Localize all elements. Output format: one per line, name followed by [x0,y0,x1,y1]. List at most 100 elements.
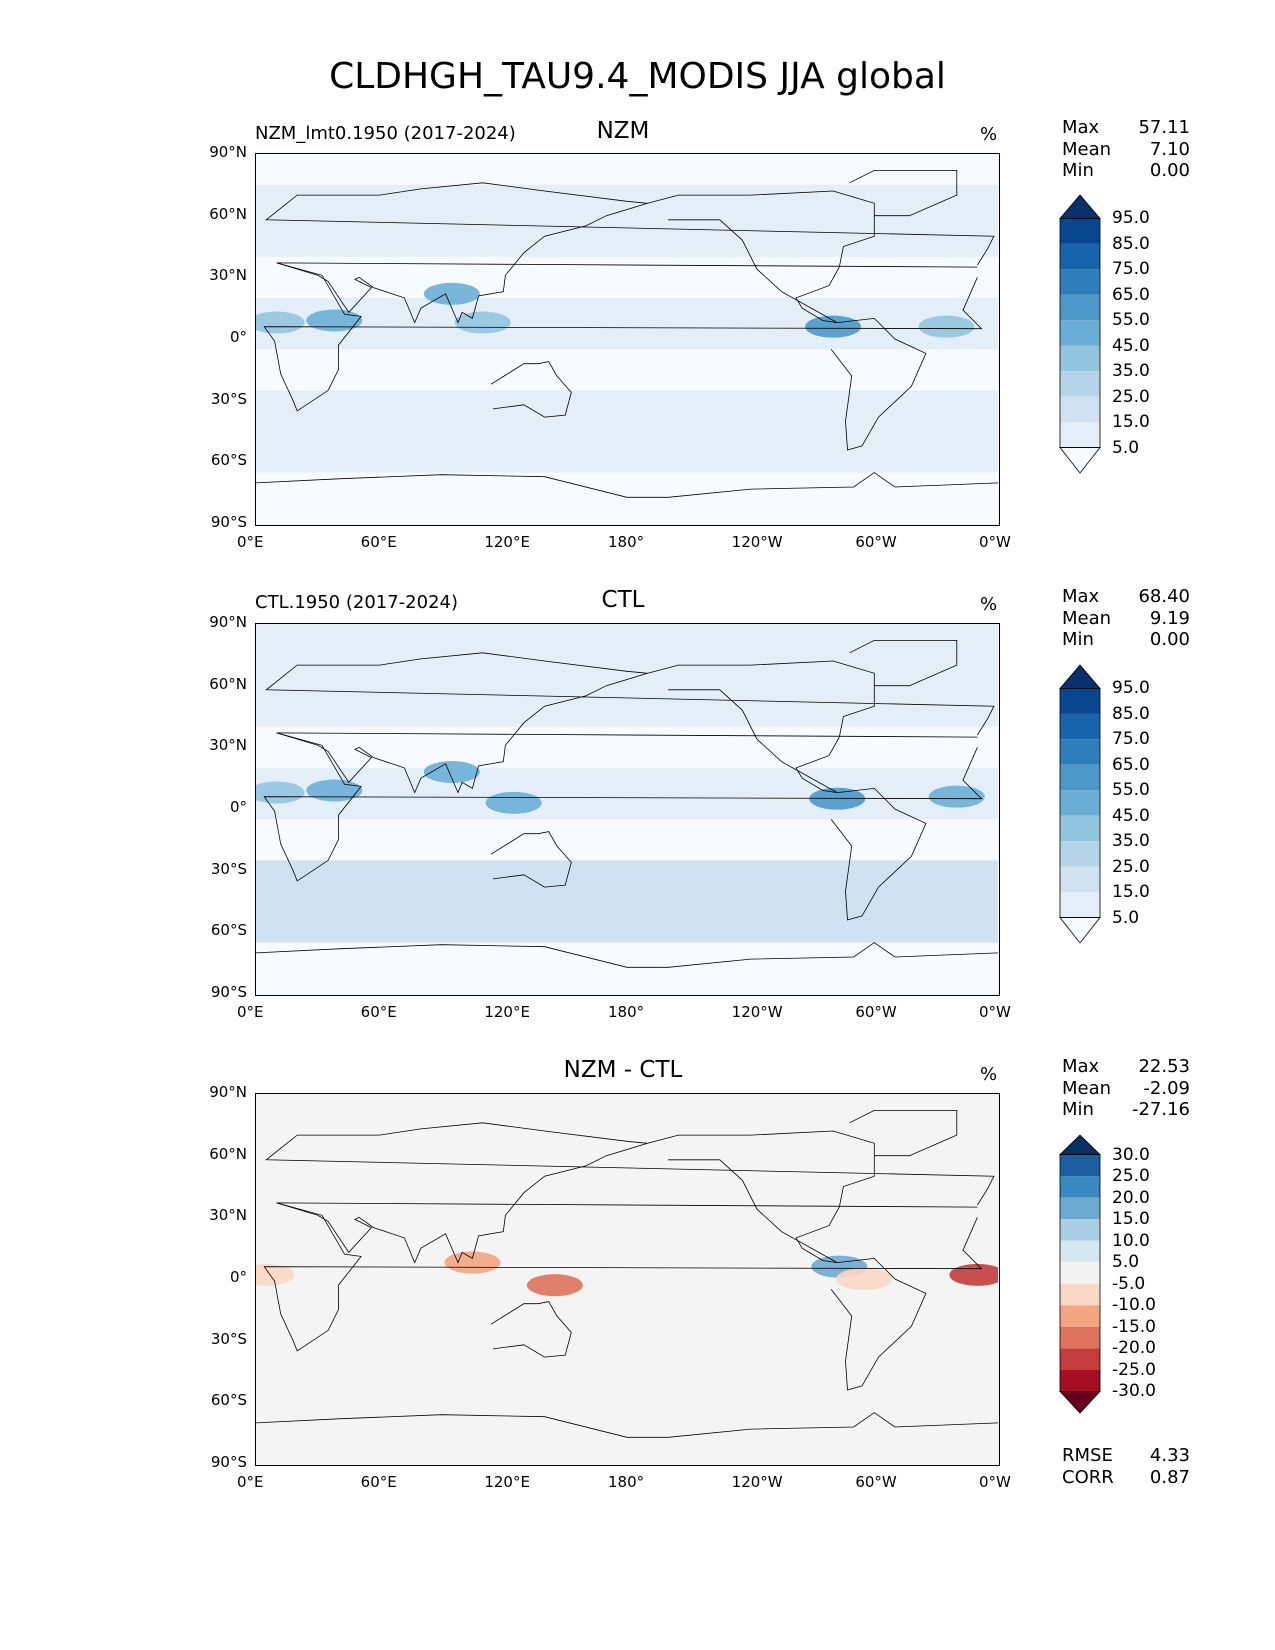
y-tick-label: 30°N [209,736,247,755]
colorbar-outline [1059,688,1101,918]
colorbar-tick-label: 65.0 [1112,284,1150,305]
y-tick-label: 60°S [210,451,247,470]
colorbar-segment [1060,1305,1100,1327]
lat-band [256,472,998,524]
colorbar-tick-label: 15.0 [1112,412,1150,433]
coastline [490,831,572,888]
colorbar-segment [1060,243,1100,270]
colorbar-tick-label: 75.0 [1112,259,1150,280]
colorbar-segment [1060,1262,1100,1284]
stat-label: Mean [1062,607,1112,629]
y-tick-label: 60°S [210,1391,247,1410]
colorbar-tick-label: -10.0 [1112,1295,1156,1316]
x-tick-label: 60°E [360,533,397,551]
y-tick-label: 60°N [209,674,247,693]
colorbar-tick-label: -15.0 [1112,1316,1156,1337]
metric-label: RMSE [1062,1445,1113,1466]
colorbar-segment [1060,1219,1100,1241]
lat-band [256,154,998,185]
colorbar-segment [1060,841,1100,867]
stat-value: 7.10 [1149,138,1190,160]
y-tick-label: 90°N [209,1083,247,1101]
panel-1-subtitle: NZM_lmt0.1950 (2017-2024) [255,123,516,144]
colorbar-tick-label: 25.0 [1112,386,1150,407]
colorbar-outline [1059,1154,1101,1392]
panel-2-title: CTL [601,587,645,613]
panel-3-map [255,1093,1000,1466]
colorbar-segment [1060,1154,1100,1177]
coastline [849,169,958,217]
coastline [256,942,998,968]
y-tick-label: 30°S [210,389,247,408]
lat-band [256,819,998,861]
stat-value: 22.53 [1138,1056,1190,1077]
colorbar-tick-label: 10.0 [1112,1230,1150,1251]
panel-1-map [255,153,1000,526]
colorbar-tick-label: 5.0 [1112,1252,1140,1273]
coastline [256,1412,998,1438]
lat-band [256,860,998,943]
x-tick-label: 0°E [237,1473,264,1491]
panel-2-stats: Max 68.40 Mean 9.19 Min 0.00 [1062,586,1190,651]
colorbar-tick-label: 55.0 [1112,780,1150,801]
colorbar-segment [1060,1240,1100,1263]
stat-value: 0.00 [1149,160,1190,181]
panel-1-units: % [980,124,998,145]
stat-label: Max [1062,586,1100,607]
colorbar-tick-label: 45.0 [1112,335,1150,356]
panel-1-title: NZM [596,118,650,144]
colorbar-tick-label: 5.0 [1112,437,1140,458]
lat-band [256,184,998,257]
highlight-maritime-continent [526,1274,583,1297]
highlight-east-africa [306,779,363,802]
coastline [490,361,572,418]
metric-label: CORR [1062,1466,1114,1488]
y-tick-label: 0° [229,798,247,816]
highlight-gulf-of-guinea [256,1263,295,1286]
colorbar-segment [1060,218,1100,244]
x-tick-label: 120°W [731,1003,783,1021]
colorbar-tick-label: 25.0 [1112,856,1150,877]
colorbar-tick-label: 20.0 [1112,1187,1150,1208]
highlight-maritime-continent [485,791,542,814]
y-tick-label: 0° [229,1268,247,1286]
x-tick-label: 180° [608,1473,645,1491]
highlight-central-america [805,315,862,338]
y-tick-label: 60°N [209,1144,247,1163]
x-tick-label: 120°W [731,533,783,551]
colorbar-tick-label: 25.0 [1112,1166,1150,1187]
colorbar-tick-label: 30.0 [1112,1144,1150,1165]
colorbar-segment [1060,269,1100,295]
stat-value: 68.40 [1138,586,1190,607]
lat-band [256,297,998,350]
coastline [263,262,983,412]
colorbar-tick-label: 35.0 [1112,831,1150,852]
colorbar-tick-label: 85.0 [1112,233,1150,254]
colorbar-segment [1060,815,1100,842]
coastline [830,787,927,921]
lat-band [256,654,998,727]
highlight-itcz-atlantic [918,315,975,338]
y-tick-label: 60°N [209,204,247,223]
y-tick-label: 0° [229,328,247,346]
colorbar-outline [1059,218,1101,448]
colorbar-segment [1060,422,1100,448]
metric-value: 4.33 [1149,1445,1190,1466]
x-tick-label: 60°E [360,1003,397,1021]
colorbar-segment [1060,320,1100,346]
stat-label: Min [1062,1099,1094,1120]
y-tick-label: 90°S [210,1453,247,1471]
colorbar-tick-label: 15.0 [1112,882,1150,903]
stat-label: Max [1062,117,1100,138]
coastline [263,732,983,882]
x-tick-label: 60°E [360,1473,397,1491]
colorbar-segment [1060,739,1100,765]
colorbar-segment [1060,1326,1100,1349]
y-tick-label: 30°N [209,1206,247,1225]
colorbar-tick-label: -30.0 [1112,1381,1156,1402]
colorbar-tick-label: 95.0 [1112,208,1150,229]
coastline [849,1109,958,1157]
x-tick-label: 120°E [484,1473,530,1491]
panel-2-map-svg [256,624,998,994]
highlight-itcz-atlantic [928,785,985,808]
